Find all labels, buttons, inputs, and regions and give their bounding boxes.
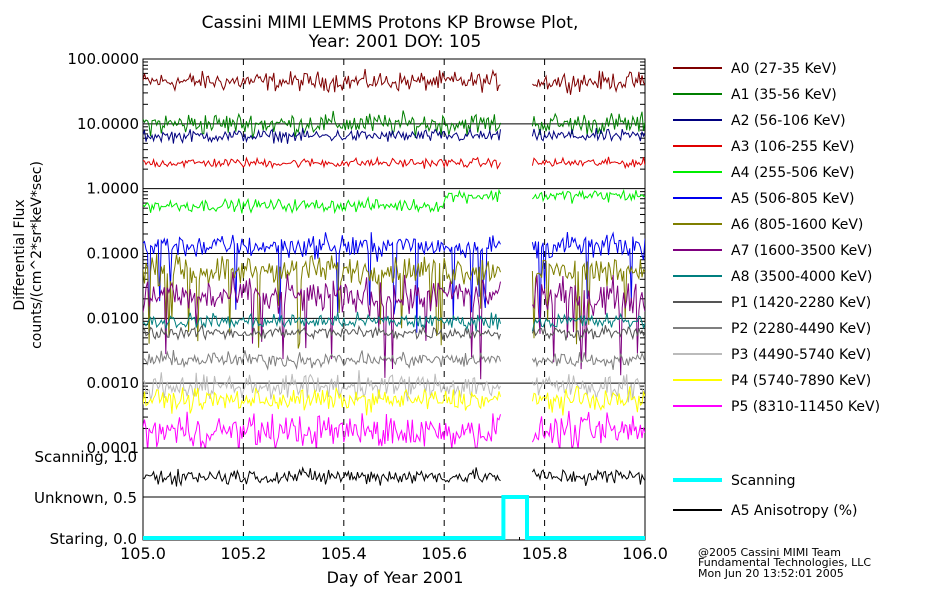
mode-tick-label: Unknown, 0.5: [34, 489, 137, 507]
legend-label: A0 (27-35 KeV): [731, 61, 837, 77]
legend: A0 (27-35 KeV) A1 (35-56 KeV) A2 (56-106 K…: [673, 61, 880, 519]
legend-label: P1 (1420-2280 KeV): [731, 295, 871, 311]
flux-series-line: [143, 68, 645, 95]
footer-copyright: @2005 Cassini MIMI Team: [698, 546, 841, 559]
legend-label: A5 (506-805 KeV): [731, 191, 854, 207]
legend-label: A8 (3500-4000 KeV): [731, 269, 872, 285]
x-tick-label: 105.4: [321, 544, 367, 563]
flux-series-line: [143, 311, 645, 332]
anisotropy-line: [142, 466, 646, 487]
footer-timestamp: Mon Jun 20 13:52:01 2005: [698, 567, 844, 580]
flux-series-line: [143, 370, 645, 403]
flux-series-group: [143, 68, 645, 448]
y-tick-label: 0.0010: [87, 374, 140, 392]
x-tick-label: 105.6: [421, 544, 467, 563]
flux-series-line: [143, 253, 645, 349]
flux-series-line: [143, 350, 645, 371]
y-axis-label-line1: Differential Flux: [12, 199, 28, 310]
x-tick-label: 105.2: [220, 544, 266, 563]
flux-series-line: [143, 410, 645, 448]
legend-label: P3 (4490-5740 KeV): [731, 347, 871, 363]
flux-series-line: [143, 127, 645, 145]
chart-subtitle: Year: 2001 DOY: 105: [308, 32, 482, 52]
mode-tick-label: Scanning, 1.0: [34, 448, 137, 466]
legend-label: P4 (5740-7890 KeV): [731, 373, 871, 389]
flux-series-line: [143, 110, 645, 139]
mode-tick-label: Staring, 0.0: [50, 530, 137, 548]
y-axis-label-line2: counts/(cm^2*sr*keV*sec): [29, 161, 45, 349]
flux-series-line: [143, 385, 645, 416]
chart-title: Cassini MIMI LEMMS Protons KP Browse Plo…: [202, 13, 579, 33]
legend-label: A5 Anisotropy (%): [731, 503, 858, 519]
legend-label: A2 (56-106 KeV): [731, 113, 846, 129]
flux-series-line: [143, 188, 645, 215]
x-tick-label: 105.0: [120, 544, 166, 563]
y-tick-label: 0.0100: [87, 309, 140, 327]
mode-frame: [142, 447, 646, 541]
y-tick-label: 1.0000: [87, 180, 140, 198]
legend-label: A3 (106-255 KeV): [731, 139, 854, 155]
flux-series-line: [143, 324, 645, 342]
x-tick-label: 105.8: [522, 544, 568, 563]
y-tick-label: 0.1000: [87, 245, 140, 263]
legend-label: A6 (805-1600 KeV): [731, 217, 863, 233]
y-tick-label: 100.0000: [67, 50, 139, 68]
footer-company: Fundamental Technologies, LLC: [698, 556, 871, 569]
legend-label: A7 (1600-3500 KeV): [731, 243, 872, 259]
legend-label: A1 (35-56 KeV): [731, 87, 837, 103]
legend-label: P2 (2280-4490 KeV): [731, 321, 871, 337]
flux-series-line: [143, 271, 645, 380]
y-tick-label: 10.0000: [77, 115, 139, 133]
scanning-line: [143, 495, 645, 540]
x-axis-label: Day of Year 2001: [327, 568, 464, 587]
y-tick-label: 0.0001: [87, 439, 140, 457]
legend-label: A4 (255-506 KeV): [731, 165, 854, 181]
legend-label: P5 (8310-11450 KeV): [731, 399, 880, 415]
flux-panel: 100.0000 10.0000 1.0000 0.1000 0.0100 0.0010 0…: [67, 50, 646, 457]
flux-series-line: [143, 231, 645, 333]
x-tick-label: 106.0: [622, 544, 668, 563]
flux-series-line: [143, 156, 645, 170]
legend-label: Scanning: [731, 473, 796, 489]
